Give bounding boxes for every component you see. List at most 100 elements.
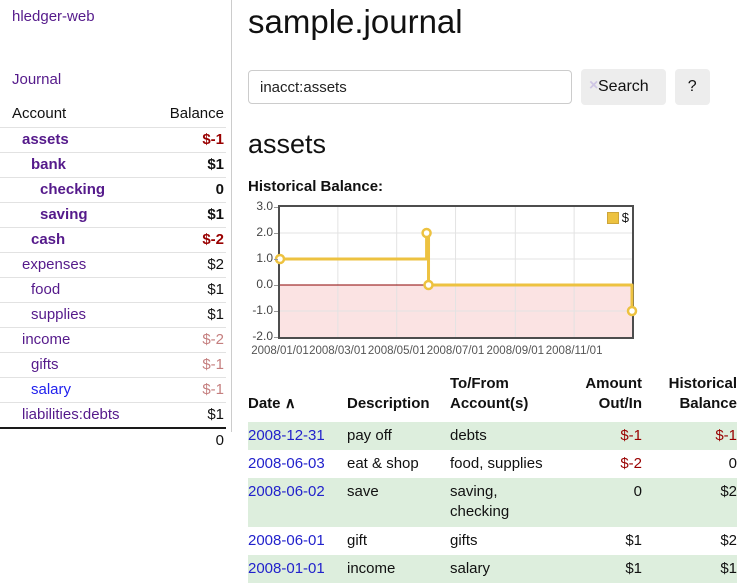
account-row: gifts $-1 (0, 352, 226, 378)
x-axis-tick-label: 2008/09/01 (486, 345, 545, 357)
account-link-expenses[interactable]: expenses (22, 256, 87, 273)
chart-title: Historical Balance: (248, 178, 384, 195)
account-link-gifts[interactable]: gifts (31, 356, 59, 373)
account-balance-table: Account Balance assets $-1 bank $1 check… (0, 101, 226, 453)
balance-column-header: Balance (169, 105, 224, 122)
y-axis-tick-mark (274, 337, 278, 338)
account-row: liabilities:debts $1 (0, 402, 226, 428)
account-link-checking[interactable]: checking (40, 181, 106, 198)
transaction-row[interactable]: 2008-12-31 pay off debts $-1 $-1 (248, 421, 737, 450)
account-link-cash[interactable]: cash (31, 231, 66, 248)
balance-column-header: Historical Balance (642, 374, 737, 422)
account-column-header: Account (12, 105, 67, 122)
y-axis-tick-label: -2.0 (252, 329, 273, 343)
search-bar: × Search ? (248, 69, 737, 105)
main-content: sample.journal × Search ? assets Histori… (248, 0, 737, 583)
account-link-salary[interactable]: salary (31, 381, 72, 398)
transaction-amount: $1 (625, 559, 642, 577)
transaction-row[interactable]: 2008-06-01 gift gifts $1 $2 (248, 527, 737, 555)
account-row: food $1 (0, 277, 226, 303)
x-axis-tick-label: 2008/01/01 (251, 345, 309, 357)
account-row: supplies $1 (0, 302, 226, 328)
transaction-description: pay off (347, 426, 392, 444)
y-axis-tick-label: 1.0 (256, 251, 273, 265)
transaction-balance: $-1 (715, 426, 737, 444)
transaction-balance: $2 (720, 531, 737, 549)
balance-header-line1: Historical (668, 375, 737, 392)
historical-balance-chart: $ 3.0 2.0 1.0 0.0 -1.0 -2.0 2008/01/01 2008/03/… (248, 199, 638, 361)
account-balance: $-2 (143, 327, 226, 353)
account-link-saving[interactable]: saving (40, 206, 88, 223)
amount-column-header: Amount Out/In (552, 374, 642, 422)
clear-search-icon[interactable]: × (589, 77, 599, 94)
account-link-assets[interactable]: assets (22, 131, 69, 148)
transaction-amount: 0 (633, 483, 642, 500)
transaction-accounts: debts (450, 426, 487, 444)
transaction-row[interactable]: 2008-06-02 save saving, checking 0 $2 (248, 478, 737, 527)
account-balance: $1 (143, 277, 226, 303)
account-balance: $2 (143, 252, 226, 278)
amount-header-line1: Amount (585, 375, 642, 392)
transaction-balance: $2 (720, 483, 737, 500)
x-axis-tick-label: 2008/07/01 (426, 345, 485, 357)
transaction-date-link[interactable]: 2008-12-31 (248, 426, 325, 444)
x-axis-tick-label: 2008/05/01 (367, 345, 426, 357)
help-button[interactable]: ? (674, 69, 710, 105)
account-link-food[interactable]: food (31, 281, 61, 298)
transaction-accounts: saving, checking (450, 483, 510, 521)
account-link-bank[interactable]: bank (31, 156, 67, 173)
transaction-date-link[interactable]: 2008-06-03 (248, 454, 325, 472)
transaction-description: gift (347, 531, 368, 549)
account-link-supplies[interactable]: supplies (31, 306, 87, 323)
transaction-row[interactable]: 2008-06-03 eat & shop food, supplies $-2… (248, 450, 737, 478)
transaction-accounts: salary (450, 559, 491, 577)
transaction-description: income (347, 559, 396, 577)
transaction-date-link[interactable]: 2008-06-01 (248, 531, 325, 549)
account-balance: $-1 (143, 127, 226, 153)
account-row: cash $-2 (0, 227, 226, 253)
date-column-header[interactable]: Date ∧ (248, 374, 347, 422)
transaction-accounts: food, supplies (450, 454, 543, 472)
x-axis-tick-label: 2008/03/01 (309, 345, 367, 357)
accounts-header-line2: Account(s) (450, 395, 529, 413)
chart-plot-area: $ (274, 205, 638, 339)
y-axis-tick-label: -1.0 (252, 303, 273, 317)
transaction-row[interactable]: 2008-01-01 income salary $1 $1 (248, 554, 737, 583)
search-input[interactable] (248, 70, 572, 104)
account-link-income[interactable]: income (22, 331, 71, 348)
y-axis-tick-label: 3.0 (256, 199, 273, 213)
register-table: Date ∧ Description To/From Account(s) Am… (248, 374, 737, 583)
transaction-accounts: gifts (450, 531, 478, 549)
accounts-column-header: To/From Account(s) (450, 374, 552, 422)
account-row: bank $1 (0, 152, 226, 178)
transaction-amount: $-1 (620, 426, 642, 444)
y-axis-tick-label: 2.0 (256, 225, 273, 239)
account-page-title: assets (248, 129, 327, 159)
transaction-balance: $1 (720, 559, 737, 577)
sidebar-item-journal[interactable]: Journal (12, 71, 62, 88)
y-axis-tick-mark (274, 285, 278, 286)
account-balance: 0 (143, 177, 226, 203)
y-axis-tick-mark (274, 259, 278, 260)
transaction-amount: $1 (625, 531, 642, 549)
account-balance: $-2 (143, 227, 226, 253)
account-balance: $-1 (143, 377, 226, 403)
register-header-row: Date ∧ Description To/From Account(s) Am… (248, 374, 737, 422)
search-button[interactable]: Search (581, 69, 666, 105)
total-balance: 0 (143, 427, 226, 453)
account-link-liabilities-debts[interactable]: liabilities:debts (22, 406, 120, 423)
account-balance: $1 (143, 302, 226, 328)
account-row: checking 0 (0, 177, 226, 203)
sidebar: hledger-web Journal Account Balance asse… (0, 0, 232, 453)
date-header-label: Date (248, 395, 281, 413)
transaction-date-link[interactable]: 2008-06-02 (248, 483, 325, 500)
app-brand-link[interactable]: hledger-web (12, 8, 95, 25)
transaction-description: eat & shop (347, 454, 419, 472)
description-column-header: Description (347, 395, 430, 413)
sort-ascending-icon: ∧ (284, 395, 296, 413)
account-row: assets $-1 (0, 127, 226, 153)
account-balance: $1 (143, 402, 226, 428)
page-title: sample.journal (248, 3, 463, 40)
y-axis-tick-mark (274, 233, 278, 234)
transaction-date-link[interactable]: 2008-01-01 (248, 559, 325, 577)
